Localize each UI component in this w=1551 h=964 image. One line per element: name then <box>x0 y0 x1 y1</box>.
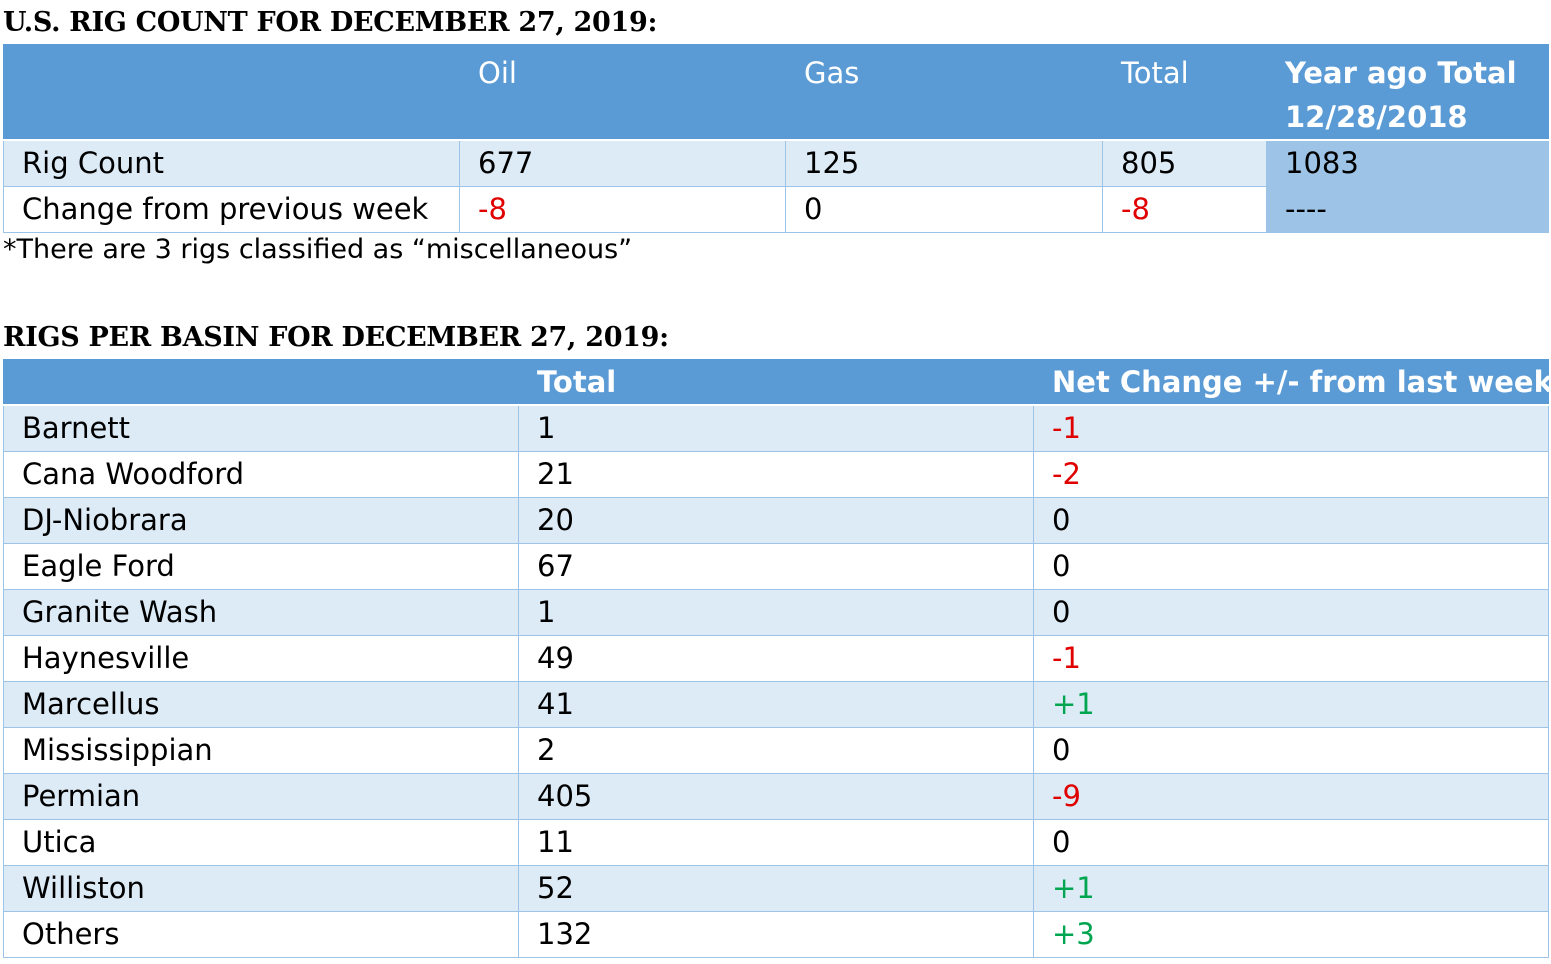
basin-name: Utica <box>3 819 519 866</box>
basin-name: Mississippian <box>3 727 519 774</box>
row-label: Change from previous week <box>3 186 460 233</box>
basin-net-change: 0 <box>1033 589 1549 636</box>
basin-row: DJ-Niobrara 20 0 <box>3 497 1549 544</box>
basin-header-row: Total Net Change +/- from last week <box>3 359 1551 406</box>
basin-total: 67 <box>518 543 1034 590</box>
basin-total: 1 <box>518 404 1034 452</box>
basin-heading: RIGS PER BASIN FOR DECEMBER 27, 2019: <box>3 322 669 353</box>
rig-count-heading: U.S. RIG COUNT FOR DECEMBER 27, 2019: <box>3 7 658 38</box>
basin-row: Permian 405 -9 <box>3 773 1549 820</box>
rig-header-label <box>3 44 460 141</box>
basin-name: Williston <box>3 865 519 912</box>
row-label: Rig Count <box>3 139 460 187</box>
basin-name: Barnett <box>3 404 519 452</box>
basin-name: Permian <box>3 773 519 820</box>
miscellaneous-note: *There are 3 rigs classified as “miscell… <box>3 234 633 265</box>
rig-header-gas: Gas <box>785 44 1103 141</box>
total-change-value: -8 <box>1102 186 1267 233</box>
rig-header-year-ago: Year ago Total 12/28/2018 <box>1266 44 1549 141</box>
basin-row: Cana Woodford 21 -2 <box>3 451 1549 498</box>
basin-net-change: +1 <box>1033 865 1549 912</box>
basin-total: 20 <box>518 497 1034 544</box>
year-ago-change-value: ---- <box>1266 186 1549 233</box>
basin-net-change: -2 <box>1033 451 1549 498</box>
rig-count-row: Rig Count 677 125 805 1083 <box>3 139 1549 187</box>
basin-net-change: 0 <box>1033 543 1549 590</box>
basin-net-change: +3 <box>1033 911 1549 958</box>
basin-net-change: 0 <box>1033 497 1549 544</box>
basin-total: 1 <box>518 589 1034 636</box>
basin-name: Marcellus <box>3 681 519 728</box>
basin-net-change: +1 <box>1033 681 1549 728</box>
basin-row: Marcellus 41 +1 <box>3 681 1549 728</box>
rig-count-header-row: Oil Gas Total Year ago Total 12/28/2018 <box>3 44 1549 141</box>
year-ago-value: 1083 <box>1266 139 1549 187</box>
basin-name: Eagle Ford <box>3 543 519 590</box>
basin-table: Total Net Change +/- from last week Barn… <box>3 359 1551 958</box>
rig-header-year-ago-line2: 12/28/2018 <box>1285 100 1468 134</box>
rig-header-oil: Oil <box>459 44 786 141</box>
basin-name: DJ-Niobrara <box>3 497 519 544</box>
basin-total: 41 <box>518 681 1034 728</box>
change-row: Change from previous week -8 0 -8 ---- <box>3 186 1549 233</box>
basin-net-change: -9 <box>1033 773 1549 820</box>
basin-net-change: 0 <box>1033 727 1549 774</box>
basin-header-net-change: Net Change +/- from last week <box>1033 359 1551 406</box>
basin-row: Utica 11 0 <box>3 819 1549 866</box>
basin-row: Mississippian 2 0 <box>3 727 1549 774</box>
oil-change-value: -8 <box>459 186 786 233</box>
basin-name: Granite Wash <box>3 589 519 636</box>
rig-count-table: Oil Gas Total Year ago Total 12/28/2018 … <box>3 44 1549 233</box>
basin-total: 49 <box>518 635 1034 682</box>
basin-total: 132 <box>518 911 1034 958</box>
basin-header-total: Total <box>518 359 1034 406</box>
rig-header-year-ago-line1: Year ago Total <box>1285 56 1517 90</box>
basin-total: 405 <box>518 773 1034 820</box>
basin-row: Williston 52 +1 <box>3 865 1549 912</box>
basin-total: 2 <box>518 727 1034 774</box>
basin-name: Others <box>3 911 519 958</box>
oil-value: 677 <box>459 139 786 187</box>
basin-row: Barnett 1 -1 <box>3 404 1549 452</box>
basin-total: 21 <box>518 451 1034 498</box>
basin-total: 11 <box>518 819 1034 866</box>
basin-name: Haynesville <box>3 635 519 682</box>
basin-row: Others 132 +3 <box>3 911 1549 958</box>
basin-net-change: 0 <box>1033 819 1549 866</box>
basin-net-change: -1 <box>1033 635 1549 682</box>
total-value: 805 <box>1102 139 1267 187</box>
basin-total: 52 <box>518 865 1034 912</box>
rig-header-total: Total <box>1102 44 1267 141</box>
gas-change-value: 0 <box>785 186 1103 233</box>
basin-net-change: -1 <box>1033 404 1549 452</box>
basin-row: Eagle Ford 67 0 <box>3 543 1549 590</box>
basin-name: Cana Woodford <box>3 451 519 498</box>
gas-value: 125 <box>785 139 1103 187</box>
basin-row: Haynesville 49 -1 <box>3 635 1549 682</box>
basin-header-label <box>3 359 519 406</box>
basin-row: Granite Wash 1 0 <box>3 589 1549 636</box>
